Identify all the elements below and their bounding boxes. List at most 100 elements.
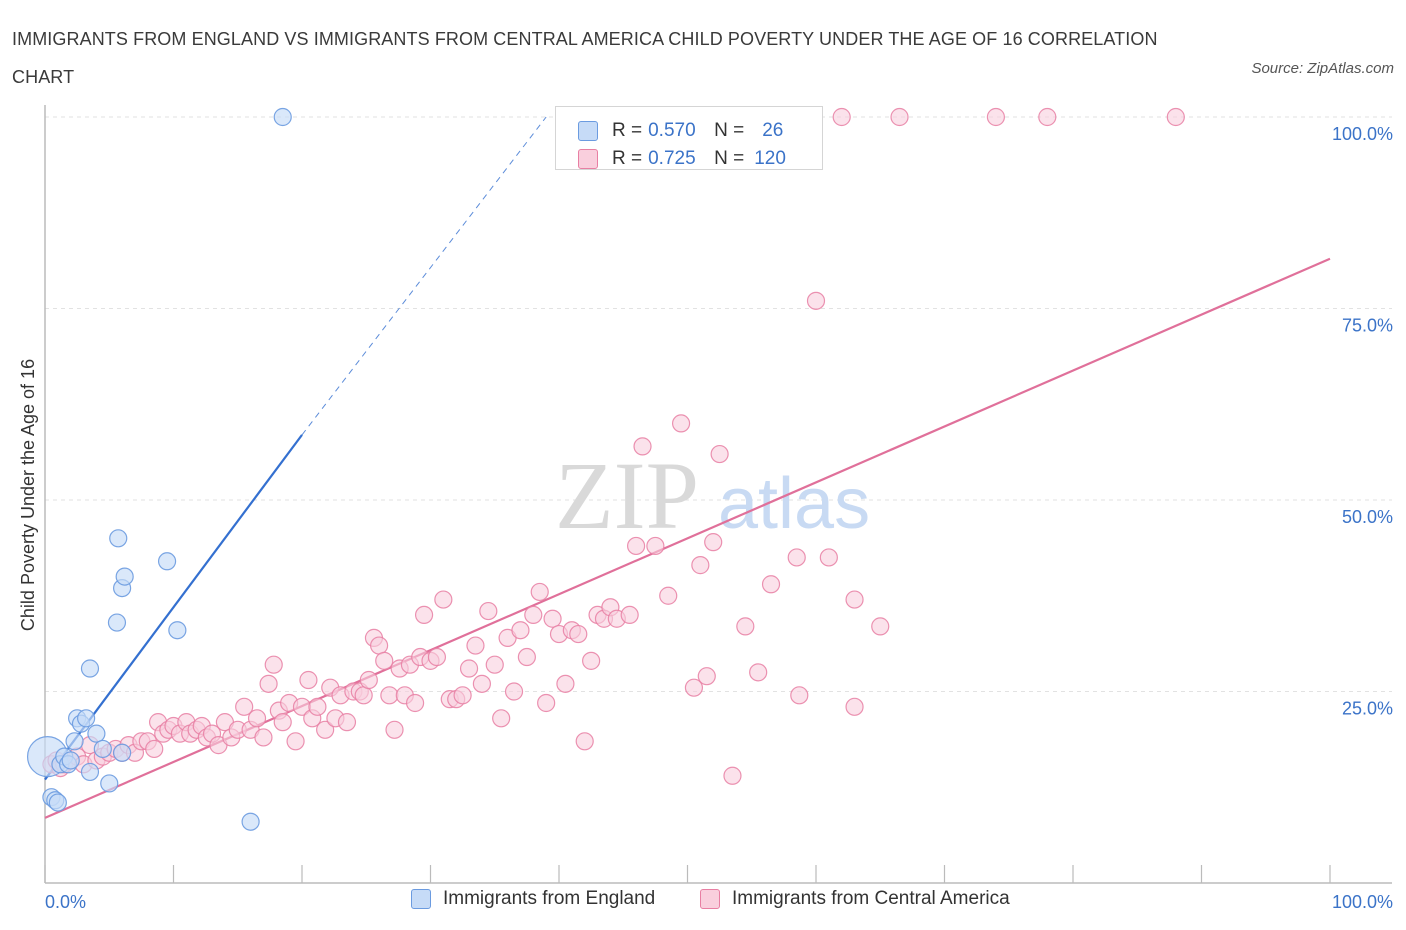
central-america-point <box>380 686 399 705</box>
central-america-swatch <box>700 889 720 909</box>
england-point <box>77 709 96 728</box>
central-america-point <box>543 609 562 628</box>
y-tick-label: 25.0% <box>1342 699 1393 719</box>
central-america-point <box>761 575 781 594</box>
r-value: 0.725 <box>648 148 696 169</box>
central-america-point <box>845 590 864 609</box>
r-label: R = <box>612 120 643 141</box>
legend-row-central-america: R = 0.725 N = 120 <box>578 145 786 173</box>
central-america-point <box>316 720 335 739</box>
y-axis-label: Child Poverty Under the Age of 16 <box>18 359 38 631</box>
central-america-point <box>659 586 678 605</box>
central-america-point <box>264 655 283 674</box>
central-america-point <box>385 720 404 739</box>
central-america-point <box>633 437 652 456</box>
central-america-point <box>145 739 164 759</box>
central-america-point <box>511 621 530 640</box>
central-america-point <box>691 556 710 575</box>
y-tick-labels: 100.0% 75.0% 50.0% 25.0% <box>1332 124 1393 719</box>
central-america-point <box>459 659 479 678</box>
central-america-point <box>832 107 851 127</box>
central-america-point <box>787 548 806 567</box>
central-america-point <box>819 548 838 567</box>
central-america-point <box>697 667 716 686</box>
england-point <box>80 762 100 782</box>
data-points <box>26 107 1185 831</box>
central-america-point <box>354 686 373 705</box>
england-swatch <box>578 121 598 141</box>
central-america-point <box>375 651 394 670</box>
central-america-point <box>1038 107 1057 127</box>
central-america-point <box>723 766 742 785</box>
y-tick-label: 75.0% <box>1342 316 1393 336</box>
england-point <box>273 107 292 127</box>
watermark-atlas: atlas <box>718 464 870 544</box>
central-america-point <box>537 693 556 713</box>
england-point <box>109 529 128 548</box>
y-tick-label: 100.0% <box>1332 124 1393 144</box>
central-america-point <box>790 686 809 705</box>
central-america-point <box>530 582 549 602</box>
gridlines <box>45 116 1392 692</box>
central-america-point <box>986 107 1006 127</box>
central-america-point <box>620 605 639 625</box>
england-point <box>241 812 260 831</box>
central-america-point <box>299 670 318 690</box>
central-america-point <box>646 536 665 556</box>
legend-row-england: R = 0.570 N = 26 <box>578 117 783 145</box>
central-america-point <box>405 693 425 713</box>
england-point <box>61 751 80 770</box>
r-value: 0.570 <box>648 120 696 141</box>
central-america-point <box>414 605 434 625</box>
england-point <box>157 552 177 571</box>
england-point <box>115 567 134 586</box>
n-value: 120 <box>754 148 786 169</box>
central-america-point <box>504 682 524 701</box>
central-america-swatch <box>578 149 598 169</box>
central-america-point <box>684 678 704 697</box>
central-america-point <box>710 444 729 464</box>
central-america-point <box>575 732 594 751</box>
central-america-point <box>569 624 588 644</box>
england-trend-extension <box>301 116 547 436</box>
central-america-point <box>736 617 755 636</box>
central-america-point <box>370 636 389 655</box>
central-america-point <box>556 674 575 693</box>
source-label: Source: ZipAtlas.com <box>1251 60 1394 77</box>
england-point <box>168 621 187 640</box>
central-america-point <box>479 601 498 621</box>
england-point <box>100 774 119 793</box>
central-america-point <box>582 651 601 670</box>
central-america-point <box>453 686 472 705</box>
central-america-point <box>308 697 327 716</box>
x-tick-label: 100.0% <box>1332 892 1393 912</box>
central-america-point <box>247 709 267 728</box>
series-legend: Immigrants from England Immigrants from … <box>0 888 1406 916</box>
central-america-point <box>1166 107 1185 127</box>
central-america-point <box>626 536 646 556</box>
legend-label-england: Immigrants from England <box>443 888 656 909</box>
central-america-point <box>492 709 511 728</box>
central-america-point <box>472 674 491 693</box>
england-point <box>80 659 100 678</box>
correlation-legend: R = 0.570 N = 26 R = 0.725 N = 120 <box>555 106 823 170</box>
central-america-point <box>259 674 278 693</box>
central-america-point <box>434 590 453 609</box>
central-america-point <box>273 713 292 732</box>
n-label: N = <box>714 120 745 141</box>
england-point <box>112 743 132 762</box>
central-america-point <box>337 713 357 732</box>
n-label: N = <box>714 148 745 169</box>
england-point <box>107 613 127 632</box>
central-america-point <box>359 670 378 690</box>
england-swatch <box>411 889 431 909</box>
legend-label-central-america: Immigrants from Central America <box>732 888 1010 909</box>
central-america-point <box>427 647 447 667</box>
watermark: ZIP atlas <box>555 442 870 549</box>
watermark-zip: ZIP <box>555 442 699 549</box>
central-america-point <box>749 663 768 682</box>
central-america-point <box>517 647 536 667</box>
england-point <box>93 739 112 759</box>
england-point <box>48 793 67 812</box>
